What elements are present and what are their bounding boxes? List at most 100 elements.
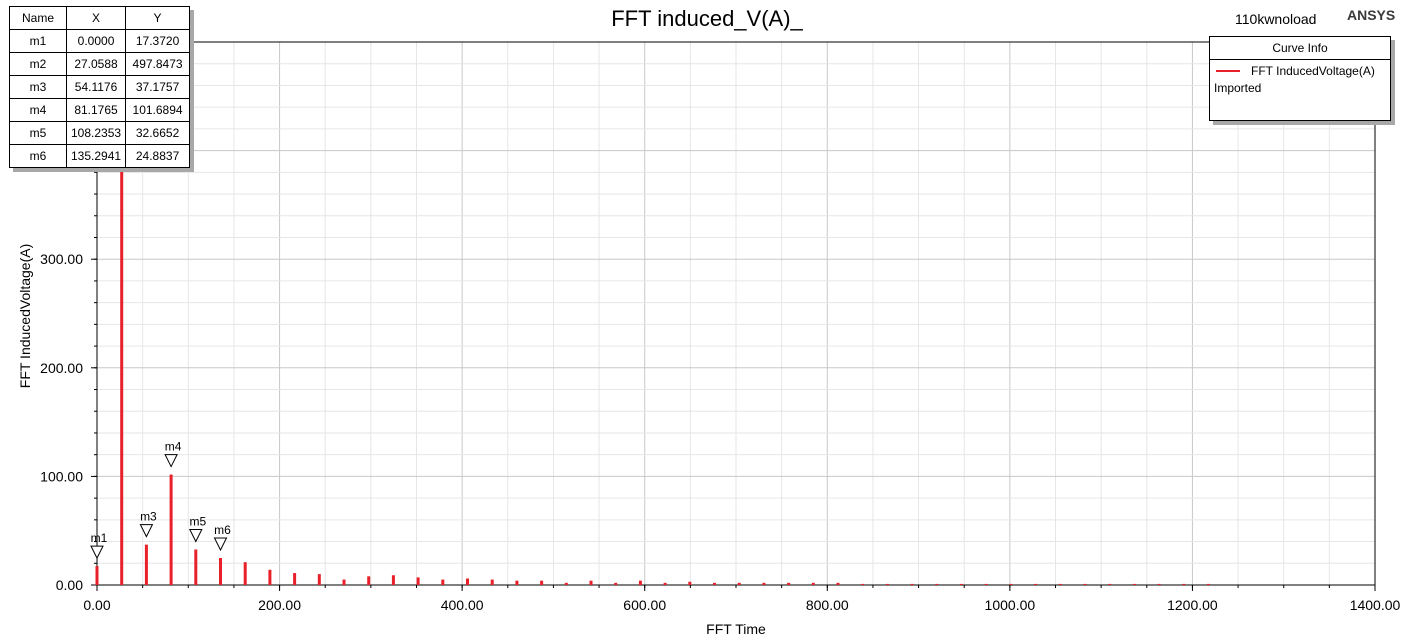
spectrum-bar <box>144 544 148 585</box>
chart-title: FFT induced_V(A)_ <box>611 6 803 31</box>
cell-x: 108.2353 <box>65 121 127 145</box>
spectrum-bar <box>836 582 840 585</box>
cell-x: 135.2941 <box>65 144 127 168</box>
marker-triangle-icon <box>188 529 203 543</box>
x-tick-label: 400.00 <box>441 597 484 613</box>
spectrum-bar <box>1083 583 1087 585</box>
grid <box>96 41 1376 586</box>
y-tick-label: 300.00 <box>40 251 83 267</box>
spectrum-bar <box>713 582 717 585</box>
spectrum-bar <box>589 580 593 585</box>
header-y: Y <box>125 6 191 30</box>
table-row: m5 108.2353 32.6652 <box>9 121 191 145</box>
cell-name: m3 <box>9 75 67 99</box>
cell-x: 27.0588 <box>65 52 127 76</box>
brand-logo: ANSYS <box>1347 7 1396 23</box>
x-axis-label: FFT Time <box>706 621 766 637</box>
curve-info-legend: Curve Info FFT InducedVoltage(A) Importe… <box>1209 36 1391 121</box>
spectrum-bar <box>1182 583 1186 585</box>
spectrum-bar <box>1108 583 1112 585</box>
design-name: 110kwnoload <box>1235 11 1317 27</box>
cell-name: m5 <box>9 121 67 145</box>
spectrum-bar <box>614 582 618 585</box>
marker-label: m1 <box>91 531 108 545</box>
table-row: m4 81.1765 101.6894 <box>9 98 191 122</box>
cell-x: 81.1765 <box>65 98 127 122</box>
marker-table-header: Name X Y <box>9 6 191 30</box>
table-row: m6 135.2941 24.8837 <box>9 144 191 168</box>
spectrum-bar <box>960 583 964 585</box>
cell-name: m1 <box>9 29 67 53</box>
x-tick-label: 800.00 <box>806 597 849 613</box>
bar-series <box>95 44 1211 586</box>
marker-triangle-icon <box>139 524 154 538</box>
spectrum-bar <box>243 562 247 585</box>
spectrum-bar <box>1207 583 1211 585</box>
y-axis-label: FFT InducedVoltage(A) <box>17 244 33 388</box>
cell-y: 497.8473 <box>125 52 191 76</box>
spectrum-bar <box>416 577 420 585</box>
spectrum-bar <box>984 583 988 585</box>
spectrum-bar <box>737 582 741 585</box>
x-tick-label: 600.00 <box>623 597 666 613</box>
spectrum-bar <box>688 581 692 585</box>
spectrum-bar <box>441 579 445 585</box>
legend-line-icon <box>1216 70 1240 72</box>
spectrum-bar <box>317 574 321 585</box>
spectrum-bar <box>95 566 99 585</box>
spectrum-bar <box>342 579 346 585</box>
marker-triangle-icon <box>164 454 178 468</box>
spectrum-bar <box>293 573 297 585</box>
cell-name: m4 <box>9 98 67 122</box>
x-tick-label: 200.00 <box>258 597 301 613</box>
spectrum-bar <box>1009 583 1013 585</box>
marker-table: Name X Y m1 0.0000 17.3720 m2 27.0588 497.84… <box>9 6 191 168</box>
marker-triangle-icon <box>213 537 228 552</box>
x-tick-label: 0.00 <box>83 597 110 613</box>
spectrum-bar <box>762 582 766 585</box>
y-tick-label: 0.00 <box>56 577 83 593</box>
spectrum-bar <box>490 579 494 585</box>
marker-layer: m1 m3 m4 m5 m6 <box>90 440 231 560</box>
legend-source: Imported <box>1214 81 1262 95</box>
y-tick-label: 200.00 <box>40 360 83 376</box>
marker-label: m6 <box>214 523 231 537</box>
cell-y: 37.1757 <box>125 75 191 99</box>
x-tick-label: 1200.00 <box>1167 597 1218 613</box>
marker-triangle-icon <box>90 545 104 560</box>
spectrum-bar <box>268 569 272 585</box>
curve-info-title: Curve Info <box>1210 37 1390 60</box>
spectrum-bar <box>638 580 642 585</box>
cell-y: 24.8837 <box>125 144 191 168</box>
cell-y: 101.6894 <box>125 98 191 122</box>
spectrum-bar <box>787 582 791 585</box>
marker-label: m4 <box>165 440 182 454</box>
x-tick-label: 1400.00 <box>1350 597 1401 613</box>
spectrum-bar <box>564 582 568 585</box>
spectrum-bar <box>1132 583 1136 585</box>
spectrum-bar <box>219 557 223 585</box>
spectrum-bar <box>466 578 470 585</box>
legend-curve-name: FFT InducedVoltage(A) <box>1251 64 1375 78</box>
header-name: Name <box>9 6 67 30</box>
table-row: m2 27.0588 497.8473 <box>9 52 191 76</box>
spectrum-bar <box>367 576 371 585</box>
cell-y: 17.3720 <box>125 29 191 53</box>
y-tick-label: 100.00 <box>40 468 83 484</box>
spectrum-bar <box>194 549 198 585</box>
spectrum-bar <box>1157 583 1161 585</box>
cell-x: 54.1176 <box>65 75 127 99</box>
spectrum-bar <box>861 583 865 585</box>
spectrum-bar <box>1034 583 1038 585</box>
cell-name: m6 <box>9 144 67 168</box>
spectrum-bar <box>811 582 815 585</box>
table-row: m3 54.1176 37.1757 <box>9 75 191 99</box>
cell-y: 32.6652 <box>125 121 191 145</box>
spectrum-bar <box>120 44 124 586</box>
cell-x: 0.0000 <box>65 29 127 53</box>
legend-entry: FFT InducedVoltage(A) <box>1210 60 1390 82</box>
spectrum-bar <box>885 583 889 585</box>
marker-label: m5 <box>189 515 206 529</box>
table-row: m1 0.0000 17.3720 <box>9 29 191 53</box>
